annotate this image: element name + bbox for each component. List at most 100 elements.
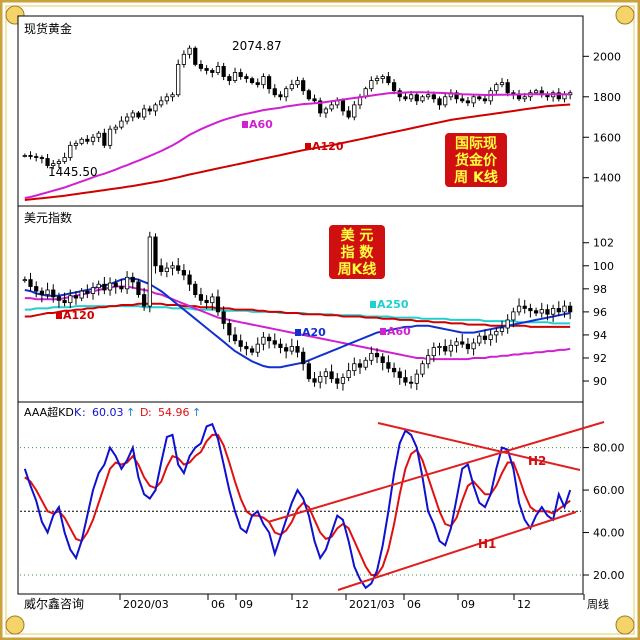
gold-candle — [522, 96, 527, 100]
usd-candle — [249, 348, 255, 353]
frame-inner — [5, 5, 635, 635]
usd-candle — [62, 299, 67, 304]
gold-candle — [460, 98, 465, 102]
usd-candle — [187, 274, 192, 285]
usd-candle — [56, 296, 62, 301]
usd-candle — [431, 347, 436, 357]
usd-candle — [340, 377, 346, 384]
usd-ma120-label: A120 — [56, 309, 95, 322]
x-tick-label: 12 — [295, 598, 309, 611]
usd-candle — [318, 376, 323, 383]
gold-label-line-1: 国际现 — [455, 136, 497, 152]
usd-candle — [193, 283, 198, 295]
usd-candle — [113, 282, 118, 287]
usd-candle — [420, 363, 425, 375]
usd-candle — [409, 381, 414, 384]
gold-y-tick-label: 2000 — [593, 50, 621, 63]
x-tick-label: 09 — [239, 598, 253, 611]
gold-candle — [505, 82, 510, 94]
gold-candle — [443, 96, 448, 106]
usd-candle — [454, 341, 459, 346]
usd-candle — [51, 289, 56, 298]
gold-candle — [312, 98, 317, 102]
gold-candle — [170, 94, 175, 98]
gold-candle — [403, 96, 408, 100]
gold-candle — [130, 112, 135, 118]
kd-d-line — [24, 433, 571, 576]
usd-y-tick-label: 102 — [593, 237, 614, 250]
usd-candle — [278, 343, 283, 349]
gold-candle — [193, 47, 198, 65]
gold-candle — [386, 76, 391, 84]
usd-candle — [482, 335, 488, 340]
usd-candle — [96, 283, 101, 289]
gold-candle — [181, 53, 186, 65]
gold-label-bg — [443, 131, 509, 189]
kd-legend-d-arrow: ↑ — [192, 406, 201, 419]
gold-candle — [85, 138, 90, 142]
usd-candle — [210, 296, 215, 304]
gold-candle — [533, 90, 539, 94]
usd-candle — [426, 355, 431, 365]
gold-candle — [73, 142, 79, 146]
gold-candle — [221, 66, 226, 77]
usd-candle — [329, 371, 334, 380]
gold-candle — [426, 94, 431, 98]
source-label: 威尔鑫咨询 — [24, 596, 84, 611]
usd-candle — [488, 334, 493, 340]
kd-k-line — [23, 422, 572, 590]
ma60-swatch-icon — [242, 121, 248, 128]
gold-candle — [176, 64, 181, 96]
gold-candle — [51, 163, 56, 166]
usd-candle — [124, 276, 130, 290]
usd-candle — [380, 356, 385, 363]
gold-candle — [409, 94, 414, 100]
usd-panel-title: 美元指数 — [24, 210, 72, 225]
gold-candle — [369, 80, 374, 90]
usd-candle — [215, 296, 221, 313]
kd-legend-k-arrow: ↑ — [126, 406, 135, 419]
gold-candle — [164, 96, 169, 102]
usd-candle — [28, 279, 33, 287]
usd-candle — [284, 347, 289, 352]
usd-candle — [511, 311, 516, 321]
gold-high-annotation: 2074.87 — [232, 39, 282, 53]
gold-candle — [562, 94, 567, 100]
gold-candle — [96, 132, 101, 138]
usd-candle — [528, 308, 533, 312]
usd-candle — [164, 267, 169, 272]
usd-candle — [170, 265, 175, 269]
kd-y-tick-label: 80.00 — [593, 442, 625, 455]
gold-candle — [142, 108, 147, 118]
gold-candle — [272, 88, 277, 96]
usd-candle — [198, 294, 204, 301]
gold-y-tick-label: 1800 — [593, 91, 621, 104]
usd-ma20-label: A20 — [295, 326, 326, 339]
usd-candle — [79, 290, 84, 299]
usd-ma120-label-text: A120 — [63, 309, 95, 322]
usd-y-tick-label: 90 — [593, 375, 607, 388]
gold-ma60-label-text: A60 — [249, 118, 273, 131]
gold-ma60-label: A60 — [242, 118, 273, 131]
usd-candle — [374, 352, 380, 358]
gold-candle — [437, 98, 442, 106]
usd-candle — [562, 305, 567, 313]
usd-label-box: 美 元 指 数 周K线 — [327, 223, 387, 281]
gold-candle — [56, 161, 62, 164]
gold-candle — [68, 144, 73, 158]
usd-candle — [295, 346, 300, 353]
gold-candle — [107, 128, 113, 146]
usd-candle — [346, 370, 351, 378]
gold-low-annotation: 1445.50 — [48, 165, 98, 179]
gold-candle — [346, 110, 351, 118]
usd-candle — [45, 289, 50, 295]
x-tick-label: 12 — [517, 598, 531, 611]
usd-candle — [539, 309, 544, 314]
gold-candle — [124, 116, 130, 122]
usd-label-bg — [327, 223, 387, 281]
usd-candle — [22, 279, 27, 282]
usd-candle — [499, 327, 505, 332]
usd-ma20-label-text: A20 — [302, 326, 326, 339]
gold-candle — [198, 64, 204, 69]
usd-candle — [107, 282, 113, 291]
